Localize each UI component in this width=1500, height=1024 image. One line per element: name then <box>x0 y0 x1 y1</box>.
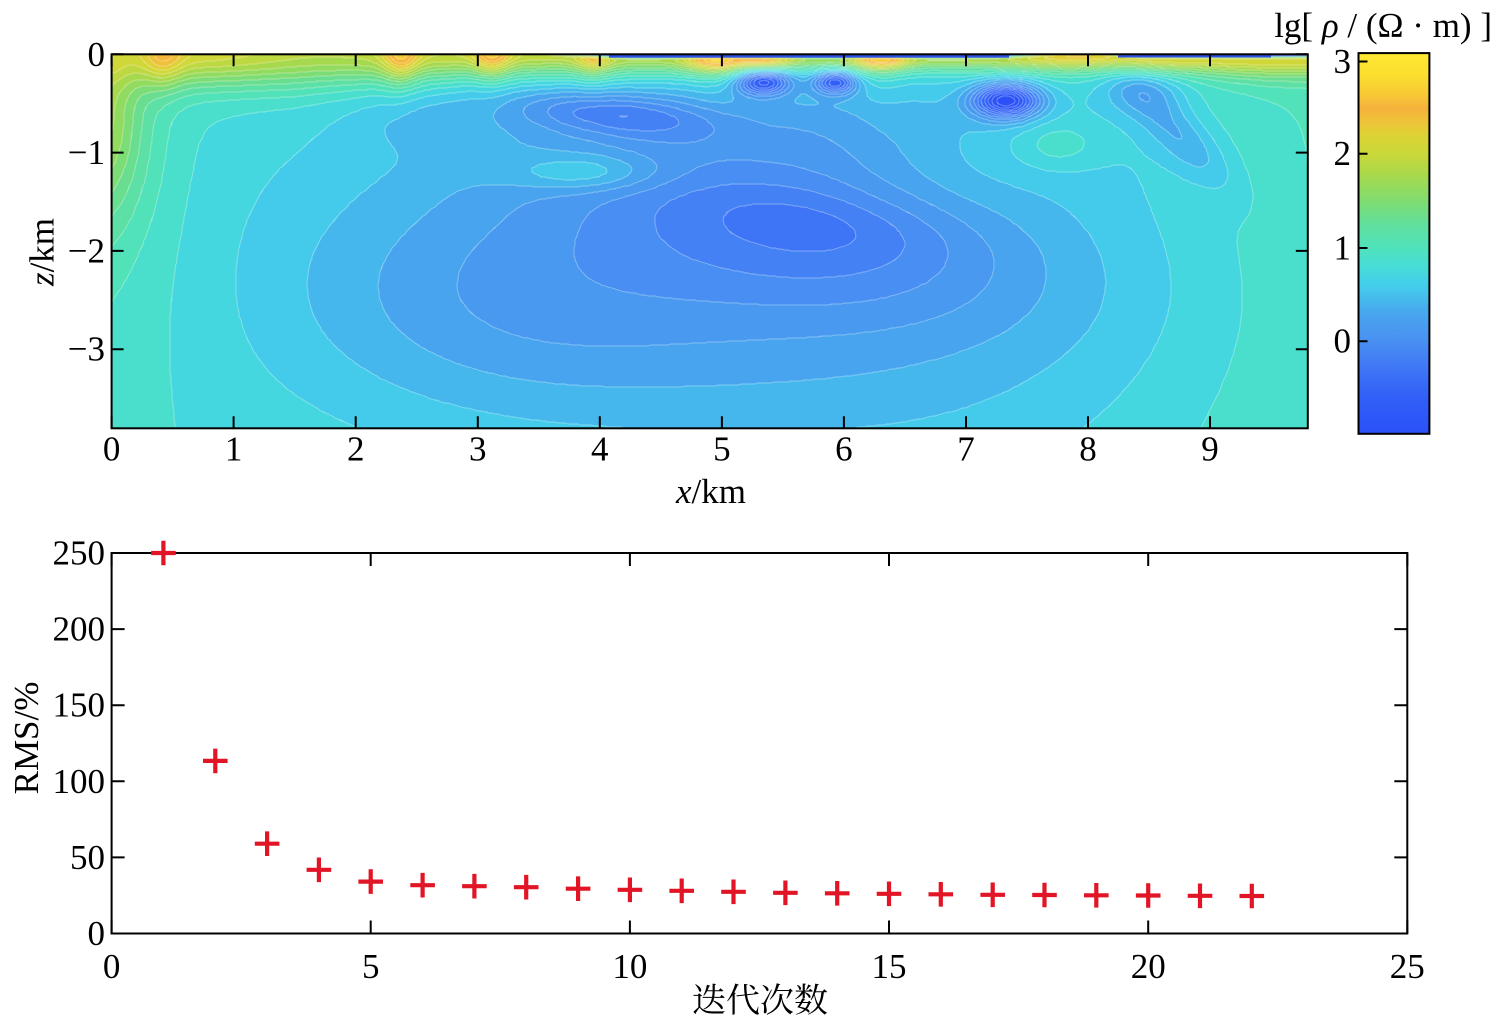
svg-text:20: 20 <box>1131 947 1166 986</box>
svg-text:10: 10 <box>612 947 647 986</box>
svg-text:50: 50 <box>70 838 105 877</box>
svg-text:z/km: z/km <box>23 218 62 287</box>
svg-text:2: 2 <box>1334 134 1352 173</box>
svg-text:4: 4 <box>591 430 609 469</box>
svg-text:0: 0 <box>1334 322 1352 361</box>
svg-text:150: 150 <box>53 686 106 725</box>
svg-text:200: 200 <box>53 610 106 649</box>
svg-text:7: 7 <box>957 430 975 469</box>
svg-text:2: 2 <box>347 430 365 469</box>
svg-text:8: 8 <box>1079 430 1097 469</box>
svg-text:RMS/%: RMS/% <box>7 682 46 795</box>
svg-text:5: 5 <box>362 947 380 986</box>
svg-text:−1: −1 <box>68 133 105 172</box>
svg-text:1: 1 <box>225 430 243 469</box>
svg-text:6: 6 <box>835 430 853 469</box>
svg-text:0: 0 <box>103 947 121 986</box>
svg-text:5: 5 <box>713 430 731 469</box>
svg-text:0: 0 <box>88 914 106 953</box>
svg-text:−3: −3 <box>68 330 105 369</box>
svg-text:9: 9 <box>1201 430 1219 469</box>
svg-text:25: 25 <box>1390 947 1425 986</box>
svg-text:0: 0 <box>103 430 121 469</box>
svg-text:100: 100 <box>53 762 106 801</box>
svg-text:3: 3 <box>469 430 487 469</box>
svg-text:15: 15 <box>872 947 907 986</box>
svg-text:3: 3 <box>1334 42 1352 81</box>
svg-text:250: 250 <box>53 534 106 573</box>
svg-text:x/km: x/km <box>675 472 746 511</box>
svg-text:−2: −2 <box>68 231 105 270</box>
svg-text:lg[ ρ / (Ω · m) ]: lg[ ρ / (Ω · m) ] <box>1274 6 1492 45</box>
svg-text:0: 0 <box>88 35 106 74</box>
svg-text:1: 1 <box>1334 229 1352 268</box>
